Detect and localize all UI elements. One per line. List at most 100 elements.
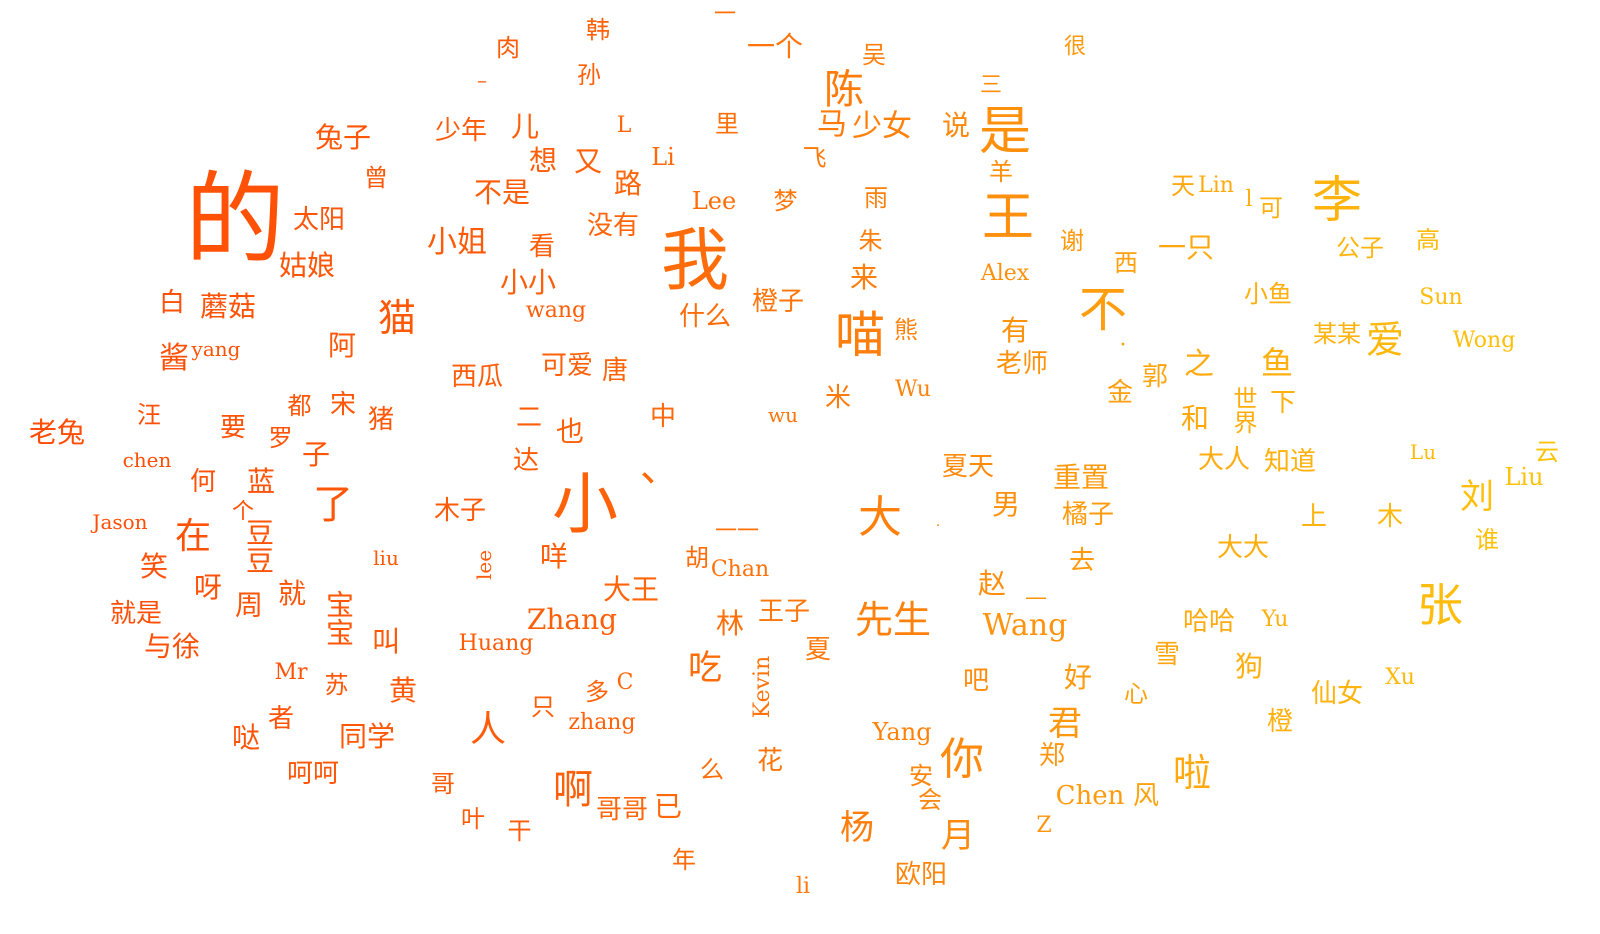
cloud-word: 么 bbox=[700, 756, 724, 784]
cloud-word: 夏天 bbox=[941, 452, 995, 482]
cloud-word: 好 bbox=[1063, 661, 1093, 694]
cloud-word: 米 bbox=[824, 383, 852, 413]
cloud-word: 苏 bbox=[320, 672, 348, 696]
cloud-word: 金 bbox=[1106, 378, 1134, 408]
cloud-word: 一 bbox=[713, 2, 737, 27]
cloud-word: Alex bbox=[980, 261, 1030, 286]
cloud-word: 不 bbox=[1078, 282, 1128, 338]
cloud-word: 干 bbox=[503, 818, 531, 842]
cloud-word: Chan bbox=[710, 557, 770, 582]
cloud-word: 白 bbox=[158, 288, 186, 318]
cloud-word: 宋 bbox=[329, 390, 357, 420]
cloud-word: chen bbox=[122, 448, 172, 472]
cloud-word: Lin bbox=[1198, 173, 1234, 198]
cloud-word: 哒 bbox=[231, 721, 261, 754]
cloud-word: 说 bbox=[941, 109, 971, 142]
cloud-word: 猪 bbox=[367, 405, 395, 435]
cloud-word: 叫 bbox=[371, 625, 401, 658]
cloud-word: 世界 bbox=[1229, 386, 1257, 434]
cloud-word: – bbox=[477, 68, 487, 92]
cloud-word: 想 bbox=[528, 144, 558, 177]
cloud-word: 要 bbox=[219, 413, 247, 443]
cloud-word: 爱 bbox=[1365, 318, 1405, 362]
cloud-word: 又 bbox=[573, 145, 603, 178]
cloud-word: Li bbox=[651, 143, 675, 171]
cloud-word: 大大 bbox=[1216, 533, 1270, 563]
cloud-word: 郑 bbox=[1038, 741, 1066, 771]
cloud-word: 可 bbox=[1259, 194, 1283, 222]
cloud-word: li bbox=[795, 874, 811, 899]
cloud-word: 一只 bbox=[1157, 231, 1215, 264]
cloud-word: 笑 bbox=[139, 550, 169, 583]
cloud-word: 西 bbox=[1114, 249, 1138, 277]
cloud-word: 先生 bbox=[854, 598, 932, 642]
cloud-word: 一个 bbox=[746, 30, 804, 63]
cloud-word: 老师 bbox=[995, 349, 1049, 379]
cloud-word: 天 bbox=[1171, 172, 1195, 200]
cloud-word: 知道 bbox=[1263, 447, 1317, 477]
cloud-word: 人 bbox=[469, 709, 507, 750]
cloud-word: 啊 bbox=[553, 767, 593, 813]
cloud-word: liu bbox=[373, 546, 399, 570]
cloud-word: 蘑菇 bbox=[199, 290, 257, 323]
cloud-word: 哥 bbox=[431, 770, 455, 798]
cloud-word: 来 bbox=[849, 261, 879, 294]
cloud-word: 一一 bbox=[714, 519, 760, 544]
cloud-word: 刘 bbox=[1460, 477, 1494, 517]
cloud-word: 中 bbox=[649, 402, 677, 432]
cloud-word: 了 bbox=[313, 482, 353, 528]
cloud-word: 韩 bbox=[586, 16, 610, 44]
cloud-word: 仙女 bbox=[1310, 679, 1364, 709]
cloud-word: 月 bbox=[941, 816, 975, 856]
cloud-word: 大人 bbox=[1197, 445, 1251, 475]
cloud-word: 郭 bbox=[1141, 362, 1169, 392]
cloud-word: 风 bbox=[1132, 781, 1160, 811]
cloud-word: 上 bbox=[1300, 502, 1328, 532]
cloud-word: 重置 bbox=[1052, 461, 1110, 494]
cloud-word: 个 bbox=[228, 499, 253, 521]
cloud-word: 蓝 bbox=[246, 465, 276, 498]
cloud-word: 云 bbox=[1535, 438, 1559, 466]
cloud-word: wu bbox=[768, 403, 798, 427]
cloud-word: 下 bbox=[1269, 388, 1297, 418]
cloud-word: 者 bbox=[267, 704, 295, 734]
cloud-word: 肉 bbox=[496, 34, 520, 62]
cloud-word: 哥哥 bbox=[595, 795, 649, 825]
cloud-word: 看 bbox=[528, 232, 556, 262]
cloud-word: L bbox=[616, 113, 632, 138]
cloud-word: 木子 bbox=[433, 496, 487, 526]
cloud-word: 橙 bbox=[1266, 707, 1294, 737]
cloud-word: 多 bbox=[585, 678, 609, 706]
cloud-word: yang bbox=[191, 337, 241, 361]
cloud-word: 啦 bbox=[1172, 751, 1212, 795]
cloud-word: 去 bbox=[1068, 546, 1096, 576]
cloud-word: 也 bbox=[555, 415, 585, 448]
cloud-word: 花 bbox=[756, 746, 784, 776]
cloud-word: 会 bbox=[918, 786, 942, 814]
cloud-word: 孙 bbox=[577, 61, 601, 89]
cloud-word: Zhang bbox=[526, 603, 618, 636]
cloud-word: 子 bbox=[301, 438, 331, 471]
cloud-word: 、 bbox=[640, 445, 680, 491]
cloud-word: 君 bbox=[1048, 704, 1082, 744]
cloud-word: 朱 bbox=[854, 228, 882, 252]
cloud-word: 谢 bbox=[1060, 227, 1084, 255]
cloud-word: 赵 bbox=[977, 567, 1007, 600]
cloud-word: l bbox=[1245, 187, 1253, 212]
cloud-word: 橘子 bbox=[1061, 500, 1115, 530]
cloud-word: 在 bbox=[174, 516, 212, 557]
cloud-word: 张 bbox=[1417, 578, 1463, 632]
cloud-word: Xu bbox=[1385, 665, 1415, 690]
cloud-word: · bbox=[1119, 333, 1127, 358]
cloud-word: 有 bbox=[1000, 314, 1030, 347]
cloud-word: 酱 bbox=[159, 341, 189, 376]
cloud-word: 我 bbox=[660, 222, 730, 301]
cloud-word: 老兔 bbox=[28, 416, 86, 449]
cloud-word: 路 bbox=[613, 167, 643, 200]
cloud-word: 吃 bbox=[688, 648, 722, 688]
cloud-word: 不是 bbox=[473, 176, 531, 209]
cloud-word: Sun bbox=[1419, 285, 1463, 310]
cloud-word: 叶 bbox=[461, 805, 485, 833]
cloud-word: 什么 bbox=[678, 302, 732, 332]
cloud-word: 吴 bbox=[862, 41, 886, 69]
